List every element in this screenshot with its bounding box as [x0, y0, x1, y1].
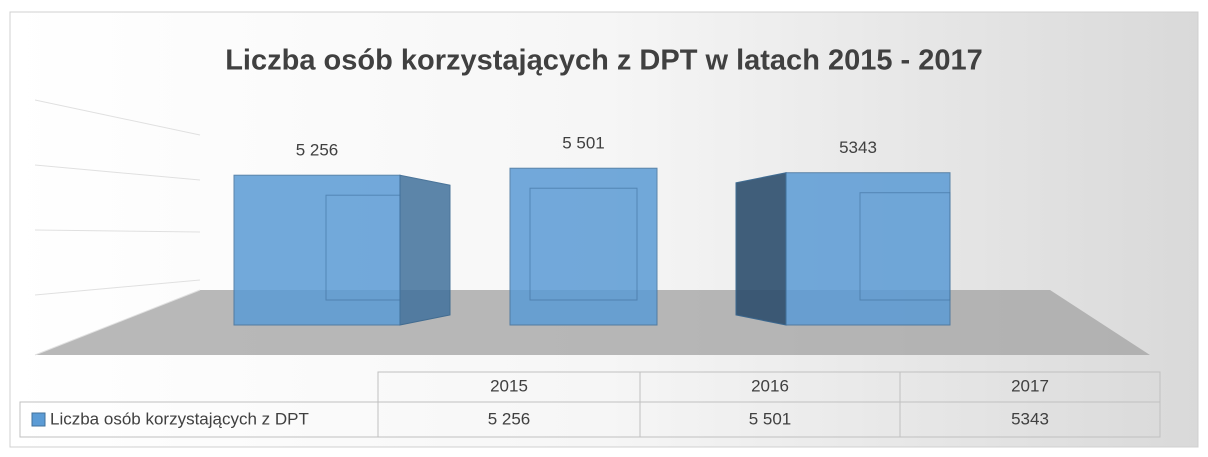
data-label: 5343: [839, 138, 877, 157]
data-label: 5 256: [296, 141, 339, 160]
bar-front: [785, 172, 951, 326]
table-value: 5 256: [488, 409, 531, 428]
bar-front: [233, 174, 401, 326]
data-label: 5 501: [562, 134, 605, 153]
bar: [233, 174, 451, 326]
table-value: 5 501: [749, 409, 792, 428]
bar-front: [509, 167, 658, 326]
legend-swatch: [31, 412, 46, 427]
wall-lines: [34, 99, 201, 356]
bar-side: [399, 174, 451, 326]
bar-back-edge: [859, 192, 951, 301]
chart-title: Liczba osób korzystających z DPT w latac…: [225, 45, 983, 77]
table-value: 5343: [1011, 409, 1049, 428]
data-table-grid: [19, 371, 1161, 438]
bar-back-edge: [325, 194, 401, 301]
bar: [509, 167, 658, 326]
x-tick-label: 2016: [751, 376, 789, 395]
bar: [735, 172, 951, 326]
x-tick-label: 2017: [1011, 376, 1049, 395]
legend-label: Liczba osób korzystających z DPT: [50, 409, 309, 428]
x-tick-label: 2015: [490, 376, 528, 395]
bar-back-edge: [529, 187, 638, 301]
bar-side: [735, 172, 787, 326]
